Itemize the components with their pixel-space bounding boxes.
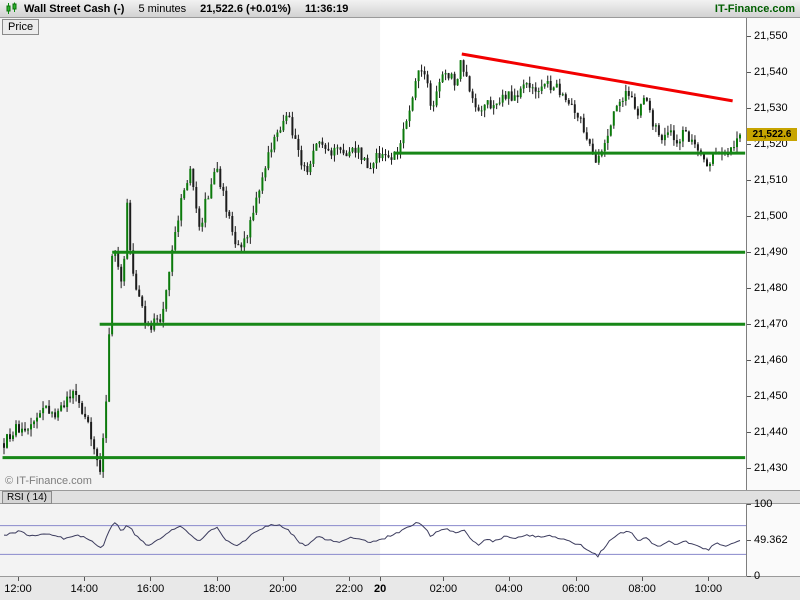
time-axis-label: 16:00 (136, 583, 165, 595)
time-axis-tickmark (575, 577, 577, 581)
price-axis-tickmark (747, 324, 751, 326)
price-axis-label: 21,540 (754, 66, 788, 79)
time-axis-tickmark (17, 577, 19, 581)
price-axis-label: 21,520 (754, 138, 788, 151)
price-axis-label: 21,490 (754, 246, 788, 259)
time-axis-label: 06:00 (562, 583, 590, 595)
price-axis-tickmark (747, 36, 751, 37)
price-axis-tickmark (747, 432, 751, 434)
rsi-header-strip: RSI ( 14) (0, 490, 800, 504)
last-price-badge: 21,522.6 (747, 127, 797, 141)
price-chart-canvas[interactable] (0, 18, 746, 490)
price-axis-tickmark (747, 144, 751, 146)
time-axis-label: 12:00 (4, 583, 32, 595)
clock-label: 11:36:19 (304, 2, 349, 15)
brand-link[interactable]: IT-Finance.com (714, 2, 795, 15)
price-axis-tickmark (747, 360, 751, 362)
price-axis-tickmark (747, 396, 751, 398)
time-axis-label: 02:00 (429, 583, 458, 595)
tab-rsi[interactable]: RSI ( 14) (2, 491, 53, 504)
quote-label: 21,522.6 (+0.01%) (200, 2, 291, 15)
time-axis-tickmark (708, 577, 710, 581)
time-axis-label: 08:00 (628, 583, 656, 595)
price-axis-tickmark (747, 180, 751, 182)
time-axis-tickmark (642, 577, 644, 581)
price-axis-tickmark (747, 72, 751, 74)
price-axis-label: 21,500 (754, 210, 788, 223)
instrument-title: Wall Street Cash (-) (24, 2, 125, 15)
price-axis-label: 21,550 (754, 30, 788, 42)
time-axis-label: 22:00 (335, 583, 363, 595)
price-axis-label: 21,530 (754, 102, 788, 115)
rsi-axis-label: 100 (754, 498, 773, 510)
time-axis-label: 04:00 (495, 583, 523, 595)
time-axis-tickmark (443, 577, 445, 581)
rsi-chart-canvas[interactable] (0, 504, 746, 576)
time-axis-tickmark (380, 577, 382, 581)
time-axis-label: 18:00 (202, 583, 231, 595)
timeframe-label: 5 minutes (138, 2, 187, 15)
rsi-axis-label: 0 (754, 570, 761, 582)
price-axis-label: 21,440 (754, 426, 788, 439)
rsi-value-label: 49.362 (754, 534, 788, 547)
time-axis-tickmark (349, 577, 351, 581)
time-axis-label: 10:00 (694, 583, 723, 595)
price-axis-tickmark (747, 288, 751, 290)
price-axis-label: 21,470 (754, 318, 788, 331)
price-axis[interactable]: 21,550 21,540 21,530 21,520 21,510 21,500 21,4… (746, 18, 800, 490)
time-axis-tickmark (282, 577, 284, 581)
tab-price[interactable]: Price (2, 19, 40, 35)
time-axis-label: 14:00 (70, 583, 98, 595)
time-axis-label: 20:00 (269, 583, 297, 595)
time-axis[interactable]: 12:00 14:00 16:00 18:00 20:00 22:00 20 02:00 04:… (0, 576, 800, 600)
price-axis-tickmark (747, 468, 751, 470)
price-axis-label: 21,510 (754, 174, 788, 187)
time-axis-tickmark (84, 577, 86, 581)
rsi-axis-tickmark (747, 576, 751, 577)
price-axis-label: 21,450 (754, 390, 788, 403)
price-chart-pane[interactable]: © IT-Finance.com (0, 18, 746, 490)
price-axis-tickmark (747, 252, 751, 254)
time-axis-tickmark (216, 577, 218, 581)
time-axis-tickmark (508, 577, 510, 581)
rsi-axis-tickmark (747, 540, 751, 542)
watermark: © IT-Finance.com (5, 475, 92, 487)
toolbar: Wall Street Cash (-) 5 minutes 21,522.6 … (0, 0, 800, 18)
price-axis-tickmark (747, 108, 751, 110)
price-axis-label: 21,460 (754, 354, 788, 367)
rsi-axis: 100 49.362 0 (746, 498, 800, 582)
price-axis-tickmark (747, 216, 751, 218)
candlestick-chart-icon (5, 2, 18, 15)
price-axis-label: 21,430 (754, 462, 788, 475)
time-axis-tickmark (150, 577, 152, 581)
rsi-pane[interactable] (0, 504, 746, 576)
price-axis-label: 21,480 (754, 282, 788, 295)
time-axis-label: 20 (373, 583, 387, 595)
rsi-axis-tickmark (747, 504, 751, 505)
